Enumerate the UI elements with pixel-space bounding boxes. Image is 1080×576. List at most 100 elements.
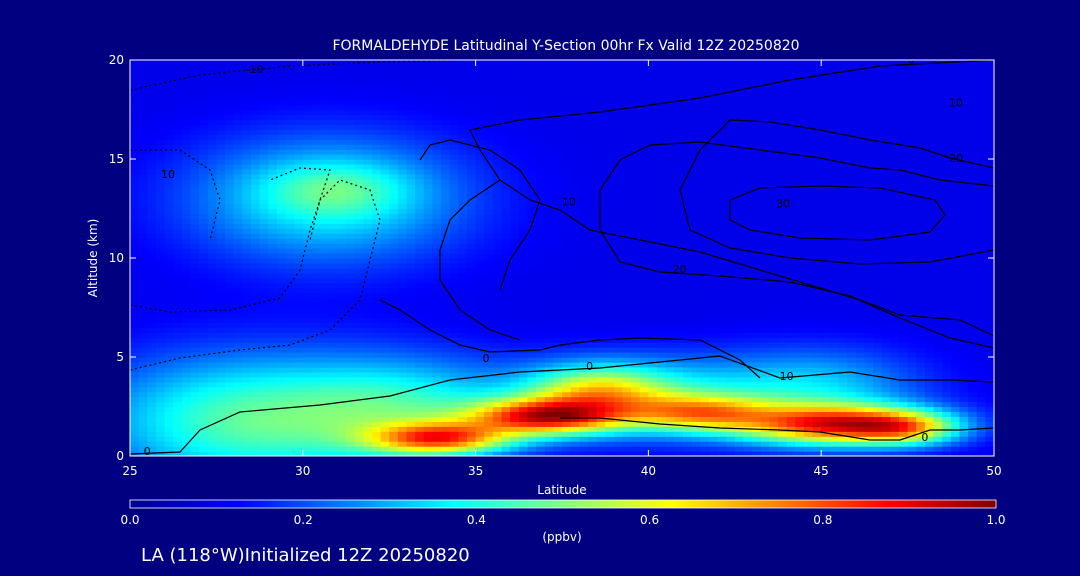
field-cell: [890, 238, 900, 244]
field-cell: [363, 381, 373, 388]
field-cell: [959, 332, 969, 338]
field-cell: [363, 436, 373, 442]
field-cell: [639, 376, 649, 383]
field-cell: [570, 317, 580, 323]
field-cell: [199, 233, 209, 239]
field-cell: [242, 243, 252, 249]
field-cell: [527, 371, 537, 378]
field-cell: [501, 322, 511, 328]
field-cell: [225, 406, 235, 413]
field-cell: [527, 277, 537, 284]
field-cell: [199, 366, 209, 373]
field-cell: [216, 347, 226, 353]
field-cell: [406, 307, 416, 314]
field-cell: [225, 277, 235, 284]
field-cell: [328, 396, 338, 403]
field-cell: [268, 386, 278, 393]
field-cell: [527, 376, 537, 383]
field-cell: [864, 272, 874, 279]
field-cell: [769, 381, 779, 388]
field-cell: [380, 421, 390, 427]
field-cell: [155, 218, 166, 224]
field-cell: [916, 436, 926, 442]
field-cell: [475, 451, 485, 456]
field-cell: [795, 401, 805, 408]
field-cell: [501, 272, 511, 279]
field-cell: [613, 307, 624, 314]
field-cell: [518, 258, 529, 264]
field-cell: [518, 431, 529, 437]
field-cell: [328, 302, 338, 309]
field-cell: [674, 228, 684, 234]
field-cell: [881, 327, 891, 333]
field-cell: [181, 342, 192, 348]
field-cell: [769, 332, 779, 338]
field-cell: [639, 267, 649, 274]
field-cell: [570, 436, 580, 442]
field-cell: [466, 376, 477, 383]
field-cell: [536, 282, 546, 289]
field-cell: [285, 233, 295, 239]
field-cell: [786, 223, 796, 229]
field-cell: [397, 282, 408, 289]
field-cell: [769, 342, 779, 348]
field-cell: [294, 228, 304, 234]
field-cell: [216, 391, 226, 398]
field-cell: [164, 416, 174, 422]
field-cell: [665, 327, 675, 333]
field-cell: [492, 406, 503, 413]
field-cell: [354, 451, 364, 456]
field-cell: [466, 436, 477, 442]
field-cell: [821, 391, 831, 398]
field-cell: [829, 322, 840, 328]
field-cell: [760, 386, 770, 393]
field-cell: [691, 386, 701, 393]
field-cell: [959, 451, 969, 456]
field-cell: [449, 267, 459, 274]
field-cell: [484, 253, 494, 259]
field-cell: [553, 228, 563, 234]
field-cell: [501, 292, 511, 299]
field-cell: [544, 292, 554, 299]
field-cell: [648, 213, 658, 219]
field-cell: [250, 262, 261, 269]
field-cell: [475, 317, 485, 323]
field-cell: [527, 386, 537, 393]
field-cell: [147, 223, 157, 229]
field-cell: [778, 282, 788, 289]
field-cell: [363, 406, 373, 413]
field-cell: [423, 253, 433, 259]
field-cell: [562, 218, 572, 224]
field-cell: [596, 426, 606, 432]
field-cell: [795, 223, 805, 229]
field-cell: [743, 337, 753, 343]
field-cell: [268, 361, 278, 368]
field-cell: [302, 446, 313, 452]
field-cell: [726, 292, 736, 299]
field-cell: [803, 406, 814, 413]
field-cell: [501, 243, 511, 249]
field-cell: [708, 267, 719, 274]
field-cell: [441, 258, 451, 264]
field-cell: [510, 391, 520, 398]
field-cell: [484, 342, 494, 348]
field-cell: [959, 357, 969, 363]
field-cell: [769, 436, 779, 442]
field-cell: [380, 272, 390, 279]
field-cell: [873, 287, 883, 294]
field-cell: [302, 302, 313, 309]
field-cell: [536, 267, 546, 274]
field-cell: [544, 213, 554, 219]
field-cell: [700, 267, 710, 274]
field-cell: [665, 431, 675, 437]
field-cell: [475, 223, 485, 229]
field-cell: [181, 302, 192, 309]
field-cell: [441, 287, 451, 294]
field-cell: [691, 282, 701, 289]
field-cell: [130, 243, 140, 249]
field-cell: [821, 228, 831, 234]
field-cell: [717, 446, 727, 452]
field-cell: [242, 441, 252, 447]
field-cell: [268, 357, 278, 363]
field-cell: [147, 391, 157, 398]
